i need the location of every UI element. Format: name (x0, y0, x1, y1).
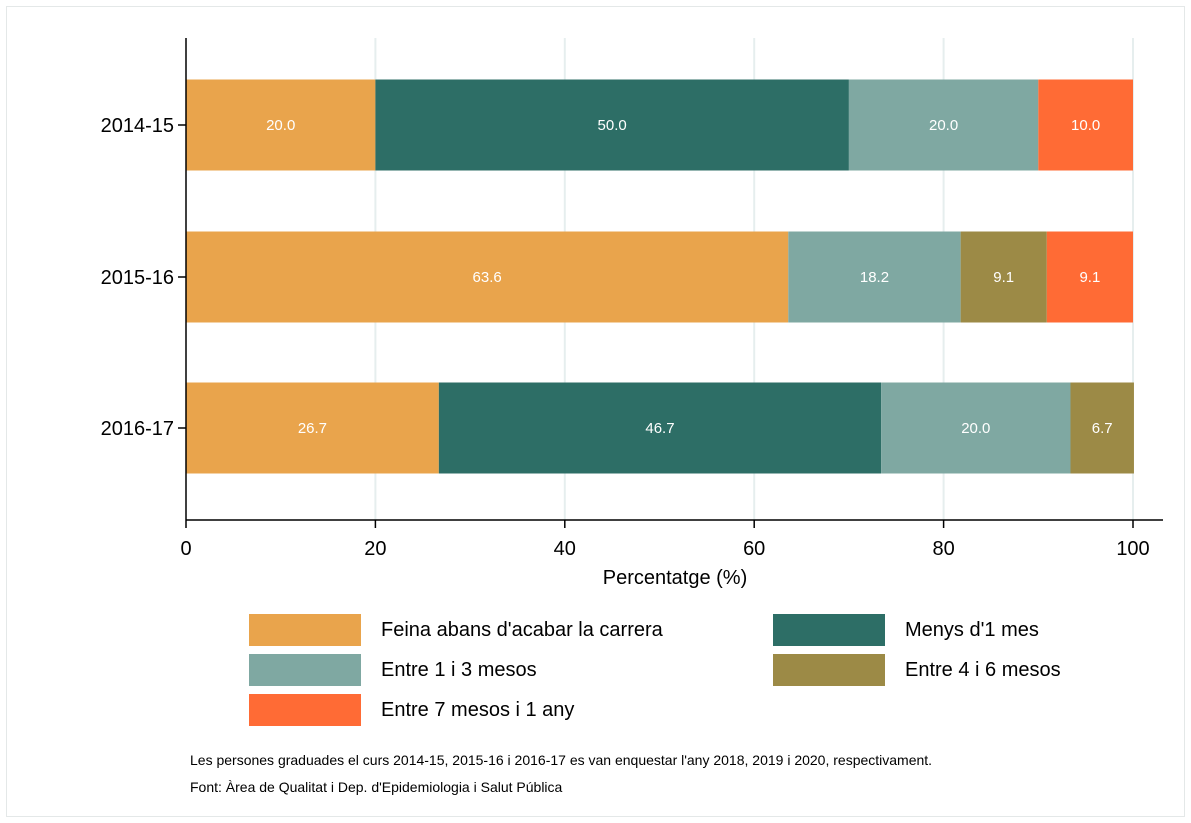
y-tick-label: 2015-16 (101, 267, 174, 289)
bar-segment (1046, 231, 1133, 323)
legend-swatch (249, 694, 361, 726)
legend-item: Feina abans d'acabar la carrera (249, 614, 663, 646)
bar-segment (186, 382, 439, 474)
bar-segment (881, 382, 1071, 474)
x-tick-label: 60 (743, 538, 765, 560)
legend-item: Entre 4 i 6 mesos (773, 654, 1061, 686)
data-label: 10.0 (1071, 117, 1100, 134)
data-label: 18.2 (860, 269, 889, 286)
x-axis-title: Percentatge (%) (603, 567, 748, 589)
data-label: 20.0 (929, 117, 958, 134)
bar-segment (960, 231, 1047, 323)
survey-note: Les persones graduades el curs 2014-15, … (190, 752, 933, 768)
bar-segment (186, 231, 789, 323)
x-tick-label: 80 (932, 538, 954, 560)
data-label: 46.7 (645, 420, 674, 437)
bar-segment (186, 79, 376, 171)
source-note: Font: Àrea de Qualitat i Dep. d'Epidemio… (190, 779, 563, 795)
data-label: 26.7 (298, 420, 327, 437)
figure-border (6, 6, 1185, 817)
bar-segment (788, 231, 961, 323)
legend-label: Entre 4 i 6 mesos (905, 658, 1061, 681)
y-tick-label: 2014-15 (101, 115, 174, 137)
x-tick-label: 0 (180, 538, 191, 560)
x-tick-label: 100 (1116, 538, 1149, 560)
legend-swatch (773, 614, 885, 646)
bar-segment (375, 79, 849, 171)
data-label: 20.0 (961, 420, 990, 437)
y-tick-label: 2016-17 (101, 418, 174, 440)
legend-label: Entre 7 mesos i 1 any (381, 698, 575, 721)
x-tick-label: 20 (364, 538, 386, 560)
legend-item: Entre 7 mesos i 1 any (249, 694, 574, 726)
bars (186, 79, 1134, 474)
legend-label: Feina abans d'acabar la carrera (381, 618, 663, 641)
axes: 0 20 40 60 80 100 2014-15 2015-16 2016-17 (101, 38, 1163, 560)
bar-segment (1038, 79, 1133, 171)
legend-swatch (249, 654, 361, 686)
legend-item: Entre 1 i 3 mesos (249, 654, 537, 686)
legend-swatch (773, 654, 885, 686)
data-label: 9.1 (993, 269, 1014, 286)
data-label: 20.0 (266, 117, 295, 134)
legend-item: Menys d'1 mes (773, 614, 1039, 646)
data-label: 63.6 (473, 269, 502, 286)
legend-swatch (249, 614, 361, 646)
data-labels: 20.0 50.0 20.0 10.0 63.6 18.2 9.1 9.1 26.7 46.7 20… (266, 117, 1113, 437)
bar-segment (438, 382, 882, 474)
legend-label: Menys d'1 mes (905, 618, 1039, 641)
bar-segment (1070, 382, 1134, 474)
bar-segment (848, 79, 1039, 171)
x-tick-label: 40 (554, 538, 576, 560)
data-label: 9.1 (1079, 269, 1100, 286)
legend-label: Entre 1 i 3 mesos (381, 658, 537, 681)
data-label: 6.7 (1092, 420, 1113, 437)
data-label: 50.0 (598, 117, 627, 134)
